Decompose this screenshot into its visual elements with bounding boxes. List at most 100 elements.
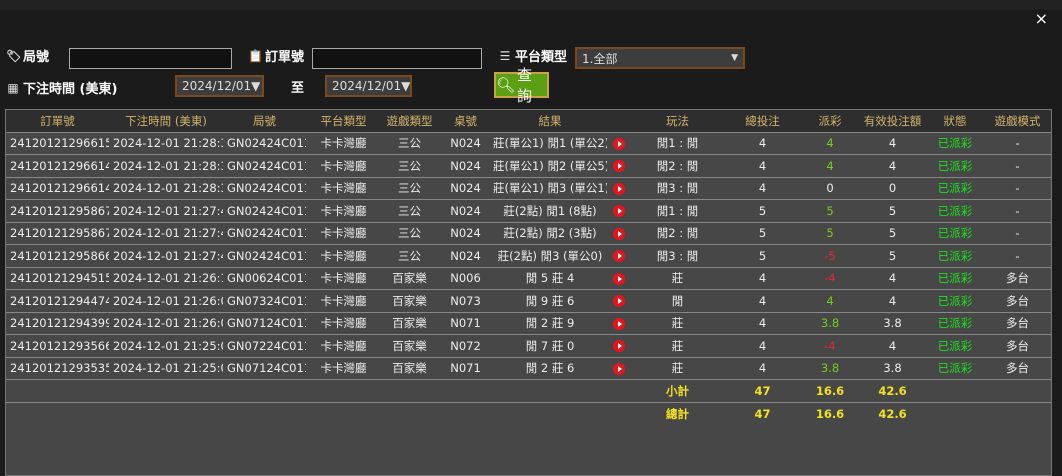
play-icon — [613, 295, 625, 308]
replay-button[interactable] — [607, 334, 631, 357]
round-no-cell: GN00624C011H9 — [223, 266, 306, 290]
order-no-cell: 241201212966150 — [6, 131, 109, 155]
payout-cell: 3.8 — [801, 356, 859, 380]
round-no-cell: GN02424C0118N — [223, 199, 306, 222]
replay-button[interactable] — [607, 154, 631, 177]
platform-select[interactable]: 1.全部 ▼ — [575, 47, 745, 69]
status-cell: 已派彩 — [926, 289, 984, 312]
valid-bet-cell: 5 — [859, 244, 926, 267]
bet-time-cell: 2024-12-01 21:25:08 — [109, 334, 223, 357]
table-row: 241201212958670 2024-12-01 21:27:43 GN0242… — [6, 221, 1051, 245]
replay-button[interactable] — [607, 244, 631, 267]
result-cell: 莊(單公1) 閒1 (單公2) — [493, 131, 607, 155]
column-header: 桌號 — [438, 110, 493, 132]
table-no-cell: N072 — [438, 334, 493, 357]
payout-cell: 4 — [801, 131, 859, 155]
replay-button[interactable] — [607, 199, 631, 222]
payout-cell: -4 — [801, 266, 859, 290]
replay-button[interactable] — [607, 176, 631, 200]
chevron-down-icon: ▼ — [731, 53, 738, 63]
column-header: 結果 — [493, 110, 607, 132]
table-row: 241201212958671 2024-12-01 21:27:43 GN0242… — [6, 199, 1051, 222]
round-no-cell: GN02424C0118N — [223, 244, 306, 267]
order-no-cell: 241201212958669 — [6, 244, 109, 267]
replay-button[interactable] — [607, 221, 631, 245]
platform-cell: 卡卡灣廳 — [306, 154, 381, 177]
query-label: 查詢 — [517, 66, 533, 105]
bet-time-cell: 2024-12-01 21:28:35 — [109, 154, 223, 177]
payout-cell: 5 — [801, 199, 859, 222]
status-cell: 已派彩 — [926, 176, 984, 200]
round-no-cell: GN07124C011WU — [223, 311, 306, 335]
bet-time-cell: 2024-12-01 21:26:03 — [109, 311, 223, 335]
order-no-cell: 241201212944742 — [6, 289, 109, 312]
date-from-select[interactable]: 2024/12/01▼ — [175, 75, 264, 97]
total-total-bet: 47 — [724, 401, 801, 425]
total-bet-cell: 4 — [724, 334, 801, 357]
platform-cell: 卡卡灣廳 — [306, 131, 381, 155]
order-label-text: 訂單號 — [265, 50, 305, 65]
replay-button[interactable] — [607, 356, 631, 380]
play-icon — [613, 250, 625, 263]
table-no-cell: N024 — [438, 244, 493, 267]
payout-cell: 5 — [801, 221, 859, 245]
platform-label: ☰ 平台類型 — [498, 46, 567, 66]
valid-bet-cell: 4 — [859, 266, 926, 290]
valid-bet-cell: 4 — [859, 289, 926, 312]
round-input[interactable] — [69, 48, 232, 69]
game-mode-cell: - — [984, 176, 1051, 200]
result-cell: 莊(單公1) 閒3 (單公1) — [493, 176, 607, 200]
column-header: 遊戲模式 — [984, 110, 1051, 132]
total-payout: 16.6 — [801, 401, 859, 425]
replay-button[interactable] — [607, 311, 631, 335]
bet-type-cell: 閒1 : 閒 — [631, 199, 724, 222]
column-header: 玩法 — [631, 110, 724, 132]
play-icon — [613, 227, 625, 240]
game-mode-cell: - — [984, 221, 1051, 245]
play-icon — [613, 182, 625, 195]
game-mode-cell: - — [984, 131, 1051, 155]
table-no-cell: N024 — [438, 154, 493, 177]
table-row: 241201212966147 2024-12-01 21:28:35 GN0242… — [6, 176, 1051, 200]
game-type-cell: 三公 — [381, 176, 438, 200]
bet-time-cell: 2024-12-01 21:28:35 — [109, 131, 223, 155]
total-bet-cell: 5 — [724, 221, 801, 245]
play-icon — [613, 362, 625, 375]
play-icon — [613, 340, 625, 353]
time-label-text: 下注時間 (美東) — [23, 82, 118, 97]
result-cell: 閒 9 莊 6 — [493, 289, 607, 312]
replay-button[interactable] — [607, 131, 631, 155]
game-type-cell: 百家樂 — [381, 266, 438, 290]
valid-bet-cell: 5 — [859, 199, 926, 222]
replay-button[interactable] — [607, 266, 631, 290]
order-no-cell: 241201212966149 — [6, 154, 109, 177]
close-button[interactable]: × — [1034, 9, 1048, 28]
game-type-cell: 百家樂 — [381, 356, 438, 380]
empty-cell — [6, 401, 631, 425]
status-cell: 已派彩 — [926, 334, 984, 357]
table-row: 241201212935354 2024-12-01 21:25:06 GN0712… — [6, 356, 1051, 380]
bet-records-table: 訂單號 下注時間 (美東) 局號 平台類型 遊戲類型 桌號 結果 玩法 總投注 派彩 有效投注額 狀態… — [5, 109, 1052, 476]
table-row: 241201212966150 2024-12-01 21:28:35 GN0242… — [6, 131, 1051, 155]
subtotal-label: 小計 — [631, 379, 724, 402]
total-label: 總計 — [631, 401, 724, 425]
replay-button[interactable] — [607, 289, 631, 312]
list-icon: ☰ — [499, 48, 511, 63]
game-type-cell: 三公 — [381, 131, 438, 155]
empty-cell — [6, 379, 631, 402]
game-mode-cell: 多台 — [984, 334, 1051, 357]
game-type-cell: 三公 — [381, 154, 438, 177]
order-no-cell: 241201212966147 — [6, 176, 109, 200]
query-button[interactable]: 🔍︎ 查詢 — [494, 66, 549, 105]
order-label: 📋 訂單號 — [248, 46, 305, 66]
table-no-cell: N073 — [438, 289, 493, 312]
empty-cell — [926, 401, 1051, 425]
table-row: 241201212943994 2024-12-01 21:26:03 GN0712… — [6, 311, 1051, 335]
to-label: 至 — [291, 81, 305, 96]
order-input[interactable] — [312, 48, 482, 69]
payout-cell: -5 — [801, 244, 859, 267]
date-to-select[interactable]: 2024/12/01▼ — [325, 75, 412, 97]
bet-type-cell: 莊 — [631, 266, 724, 290]
bet-time-cell: 2024-12-01 21:26:07 — [109, 289, 223, 312]
play-icon — [613, 160, 625, 173]
